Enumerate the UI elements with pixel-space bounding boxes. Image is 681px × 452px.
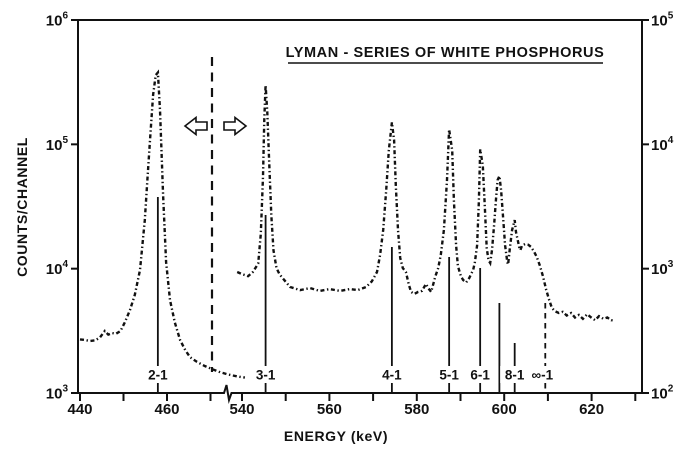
peak-label-6-1: 6-1 — [470, 368, 490, 383]
right-y-tick-label: 102 — [651, 384, 674, 403]
peak-label-box — [434, 366, 464, 383]
y-axis-label: COUNTS/CHANNEL — [14, 137, 30, 277]
right-y-tick-label: 104 — [651, 135, 674, 154]
x-tick-label: 620 — [579, 401, 604, 418]
x-axis-label: ENERGY (keV) — [284, 428, 388, 444]
peak-label-5-1: 5-1 — [439, 368, 459, 383]
x-tick-label: 540 — [229, 401, 254, 418]
x-tick-label: 580 — [404, 401, 429, 418]
chart-title: LYMAN - SERIES OF WHITE PHOSPHORUS — [286, 45, 605, 61]
peak-label-inf-1: ∞-1 — [531, 368, 553, 383]
peak-label-box — [465, 366, 495, 383]
left-y-tick-label: 103 — [46, 384, 69, 403]
x-tick-label: 440 — [67, 401, 92, 418]
peak-label-box — [143, 366, 173, 383]
x-tick-label: 460 — [154, 401, 179, 418]
generated-chart-layer: 106 105 104 103 105 104 103 102 440 460 540 560 580 6… — [46, 11, 674, 418]
peak-label-2-1: 2-1 — [148, 368, 168, 383]
peak-label-box — [500, 366, 530, 383]
peak-label-box — [251, 366, 281, 383]
right-y-tick-label: 103 — [651, 259, 674, 278]
left-y-tick-label: 106 — [46, 11, 69, 30]
left-y-tick-label: 104 — [46, 259, 69, 278]
right-y-tick-label: 105 — [651, 11, 674, 30]
scale-right-arrow-icon — [223, 115, 248, 137]
left-y-tick-label: 105 — [46, 135, 69, 154]
plot-frame — [77, 19, 643, 404]
peak-label-8-1: 8-1 — [505, 368, 525, 383]
x-tick-label: 560 — [317, 401, 342, 418]
peak-label-box — [377, 366, 407, 383]
spectrum-right-of-break — [236, 84, 616, 322]
x-tick-label: 600 — [492, 401, 517, 418]
peak-label-box — [527, 366, 557, 383]
spectrum-left-of-break — [79, 69, 246, 379]
peak-label-3-1: 3-1 — [256, 368, 276, 383]
scale-left-arrow-icon — [183, 115, 208, 137]
peak-label-4-1: 4-1 — [382, 368, 402, 383]
